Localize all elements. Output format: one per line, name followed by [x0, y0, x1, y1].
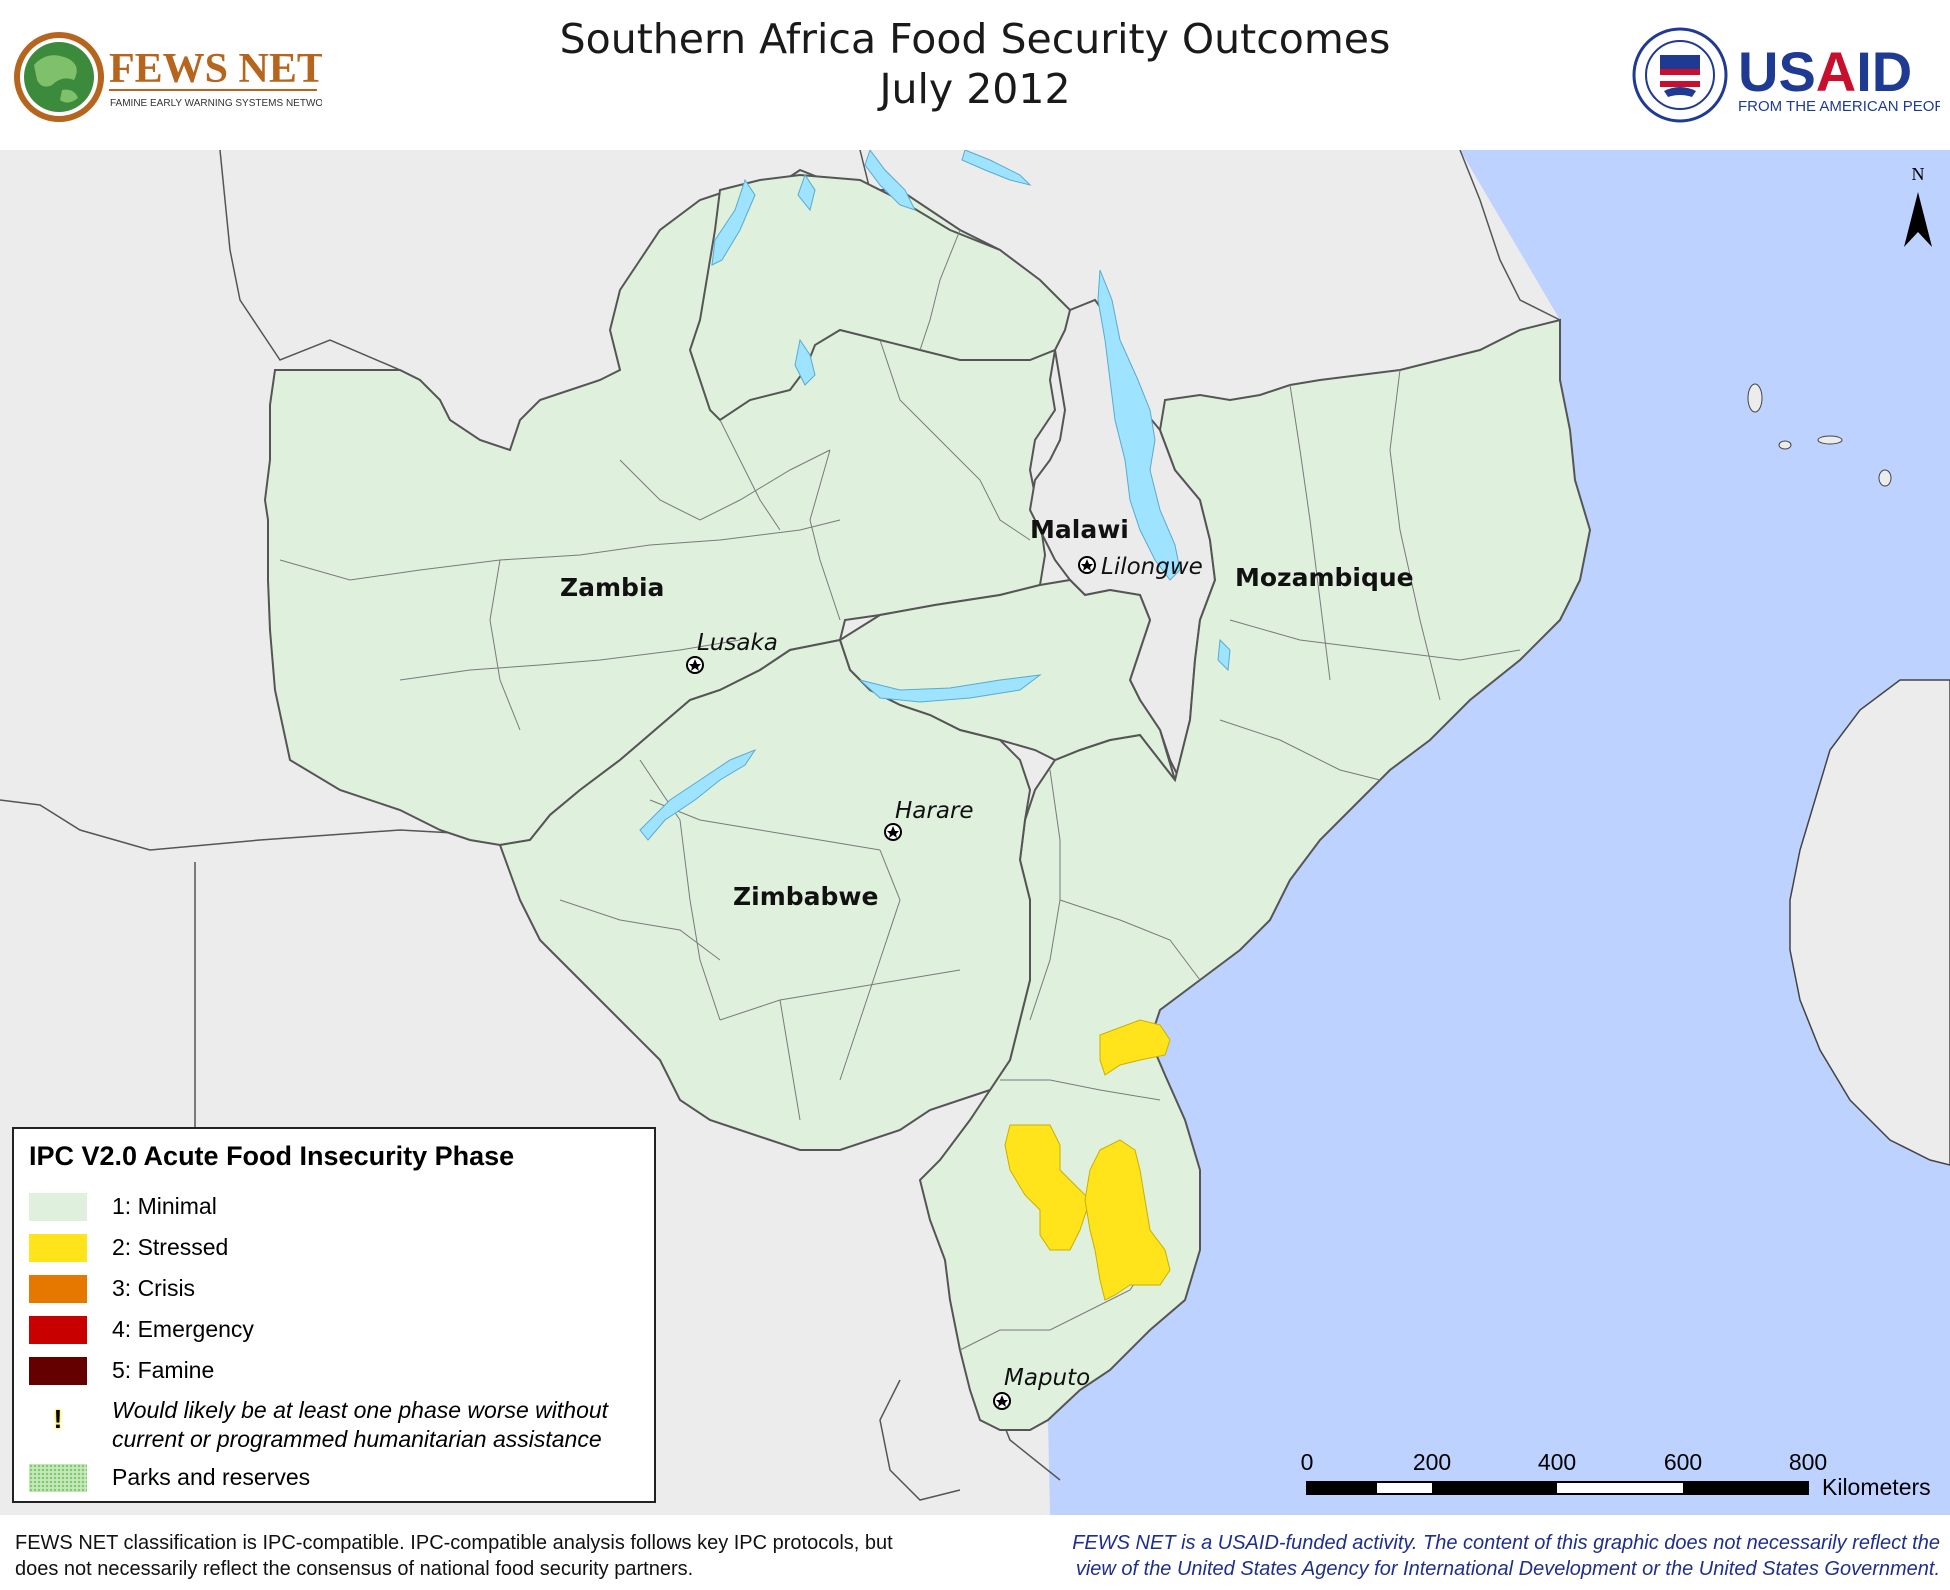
- usaid-tagline: FROM THE AMERICAN PEOPLE: [1738, 98, 1940, 115]
- lake-chilwa: [1217, 638, 1231, 672]
- stressed-zones: [1004, 1019, 1171, 1301]
- legend-label-parks: Parks and reserves: [112, 1464, 311, 1490]
- lakes: [639, 150, 1231, 841]
- label-harare: Harare: [895, 798, 974, 824]
- comoros-island: [1878, 469, 1892, 487]
- legend-label-stressed: 2: Stressed: [112, 1234, 229, 1260]
- lake-malawi: [1097, 269, 1181, 581]
- comoros-island: [1747, 383, 1763, 413]
- scale-tick-200: 200: [1413, 1449, 1451, 1475]
- usaid-wordmark: USAID: [1738, 40, 1912, 103]
- label-zambia: Zambia: [560, 573, 664, 602]
- fews-net-wordmark: FEWS NET: [109, 46, 322, 92]
- madagascar: [1789, 679, 1950, 1166]
- scale-tick-600: 600: [1664, 1449, 1702, 1475]
- lake-mweru: [797, 173, 816, 212]
- zimbabwe-region: [498, 638, 1032, 1151]
- footer-disclaimer-ipc: FEWS NET classification is IPC-compatibl…: [15, 1532, 893, 1580]
- lake-bangweulu: [794, 338, 816, 386]
- city-lusaka: Lusaka: [686, 630, 778, 674]
- lake-tanganyika: [711, 178, 756, 266]
- legend-assistance-note: Would likely be at least one phase worse…: [112, 1397, 609, 1452]
- comoros-island: [1817, 435, 1843, 445]
- city-harare: Harare: [884, 798, 974, 841]
- zambia-north: [688, 173, 1077, 422]
- city-lilongwe: Lilongwe: [1078, 554, 1203, 580]
- legend: IPC V2.0 Acute Food Insecurity Phase 1: …: [12, 1127, 656, 1503]
- lake-cahora-bassa: [859, 674, 1042, 703]
- header: FEWS NET FAMINE EARLY WARNING SYSTEMS NE…: [0, 0, 1950, 150]
- comoros-island: [1778, 440, 1792, 450]
- scale-tick-800: 800: [1789, 1449, 1827, 1475]
- usaid-logo: USAID FROM THE AMERICAN PEOPLE: [1632, 27, 1940, 123]
- legend-label-emergency: 4: Emergency: [112, 1316, 254, 1342]
- lake-kariba: [639, 748, 757, 841]
- legend-swatch-famine: [29, 1357, 87, 1385]
- stressed-zone-gaza-east: [1084, 1139, 1171, 1301]
- legend-label-minimal: 1: Minimal: [112, 1193, 217, 1219]
- indian-ocean: [1048, 150, 1950, 1515]
- label-malawi: Malawi: [1030, 515, 1129, 544]
- legend-title: IPC V2.0 Acute Food Insecurity Phase: [29, 1141, 515, 1171]
- label-lusaka: Lusaka: [697, 630, 778, 656]
- title-line-1: Southern Africa Food Security Outcomes: [559, 15, 1391, 63]
- north-label: N: [1912, 164, 1925, 184]
- fews-net-tagline: FAMINE EARLY WARNING SYSTEMS NETWORK: [110, 98, 322, 109]
- label-zimbabwe: Zimbabwe: [733, 882, 878, 911]
- north-arrow-icon: N: [1904, 164, 1932, 247]
- legend-label-famine: 5: Famine: [112, 1357, 215, 1383]
- legend-swatch-emergency: [29, 1316, 87, 1344]
- stressed-zone-gaza-west: [1004, 1124, 1091, 1251]
- label-maputo: Maputo: [1004, 1365, 1090, 1391]
- legend-swatch-crisis: [29, 1275, 87, 1303]
- title-line-2: July 2012: [879, 65, 1071, 113]
- fews-net-logo: FEWS NET FAMINE EARLY WARNING SYSTEMS NE…: [14, 32, 322, 122]
- city-maputo: Maputo: [993, 1365, 1090, 1410]
- legend-swatch-parks: [29, 1464, 87, 1492]
- scale-bar: 0 200 400 600 800 Kilometers: [1301, 1449, 1931, 1500]
- stressed-zone-sofala: [1099, 1019, 1171, 1076]
- label-lilongwe: Lilongwe: [1101, 554, 1203, 580]
- footer-disclaimer-usaid: FEWS NET is a USAID-funded activity. The…: [1072, 1532, 1940, 1580]
- scale-tick-0: 0: [1301, 1449, 1314, 1475]
- legend-swatch-stressed: [29, 1234, 87, 1262]
- map-title: Southern Africa Food Security Outcomes J…: [0, 14, 1950, 114]
- admin-boundaries: [279, 229, 1521, 1351]
- scale-tick-400: 400: [1538, 1449, 1576, 1475]
- assistance-exclamation-icon: !: [53, 1404, 63, 1434]
- scale-unit: Kilometers: [1822, 1474, 1931, 1500]
- label-mozambique: Mozambique: [1235, 563, 1414, 592]
- legend-swatch-minimal: [29, 1193, 87, 1221]
- lake-rukwa-north: [961, 150, 1032, 186]
- lake-rukwa: [864, 150, 916, 211]
- legend-label-crisis: 3: Crisis: [112, 1275, 196, 1301]
